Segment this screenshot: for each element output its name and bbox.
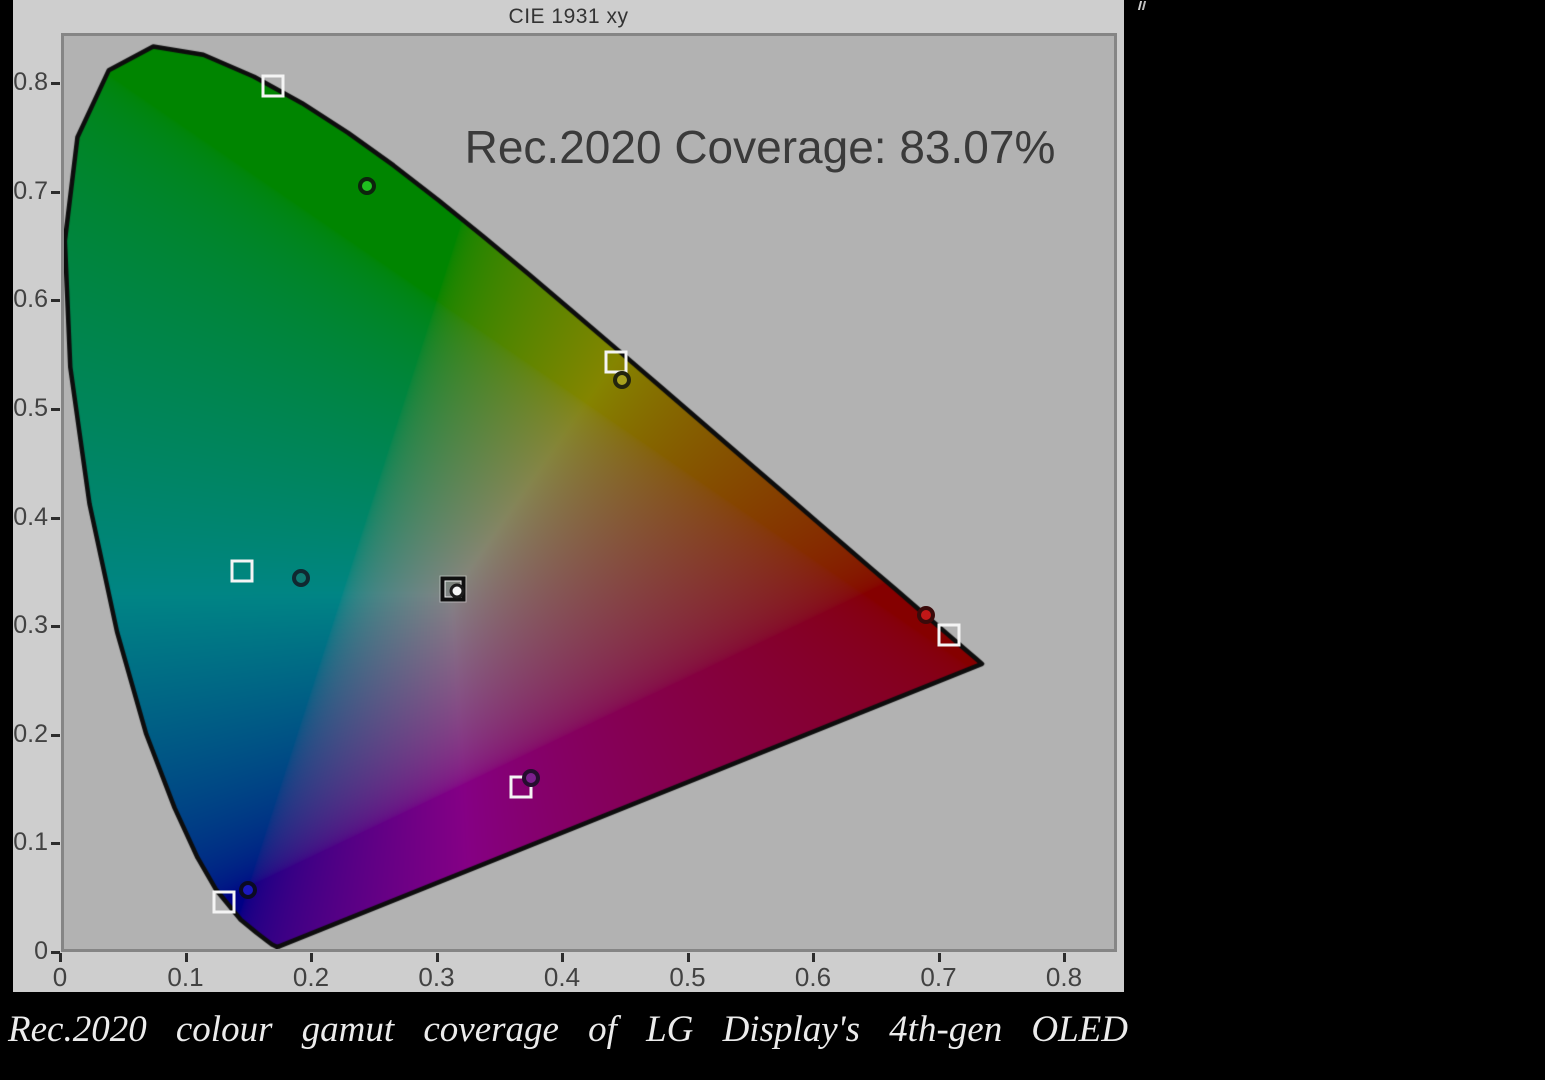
x-tick xyxy=(812,953,815,962)
y-tick xyxy=(51,190,60,194)
plot-area xyxy=(61,33,1117,952)
y-tick xyxy=(51,625,60,629)
y-tick xyxy=(51,82,60,86)
x-tick-label: 0.1 xyxy=(167,962,204,992)
video-artifact-mark xyxy=(1137,1,1143,10)
x-tick xyxy=(1063,953,1066,962)
y-tick xyxy=(51,733,60,737)
y-tick-label: 0 xyxy=(34,937,48,965)
y-tick-label: 0.6 xyxy=(13,285,48,314)
x-tick xyxy=(184,953,188,962)
y-tick-label: 0.8 xyxy=(13,68,48,97)
x-tick xyxy=(310,953,313,962)
coverage-label: Rec.2020 Coverage: 83.07% xyxy=(464,121,1056,173)
y-tick xyxy=(51,842,60,846)
x-tick-label: 0.8 xyxy=(1045,962,1083,992)
x-tick xyxy=(686,953,690,962)
y-tick-label: 0.4 xyxy=(13,502,48,531)
chart-title: CIE 1931 xy xyxy=(508,5,629,28)
x-tick xyxy=(937,953,941,962)
y-tick-label: 0.1 xyxy=(13,828,48,857)
x-tick-label: 0.5 xyxy=(669,962,706,992)
measurement-dot-red xyxy=(916,606,935,625)
y-tick-label: 0.3 xyxy=(13,611,48,640)
target-marker-blue xyxy=(212,890,236,914)
x-tick-label: 0.4 xyxy=(543,962,581,992)
measurement-dot-green xyxy=(358,177,377,196)
x-tick-label: 0.2 xyxy=(292,962,330,992)
y-tick xyxy=(51,299,60,303)
x-tick-label: 0 xyxy=(52,962,68,992)
measurement-dot-white xyxy=(449,583,465,599)
caption: Rec.2020 colour gamut coverage of LG Dis… xyxy=(8,1009,1128,1050)
x-tick xyxy=(435,953,439,962)
target-marker-cyan xyxy=(230,559,254,583)
x-tick-label: 0.3 xyxy=(418,962,455,992)
cie-diagram-canvas xyxy=(64,36,1114,949)
y-tick-label: 0.7 xyxy=(13,176,48,205)
target-marker-green xyxy=(261,74,285,98)
x-tick-label: 0.6 xyxy=(794,962,832,992)
measurement-dot-yellow xyxy=(613,370,632,389)
measurement-dot-cyan xyxy=(291,569,310,588)
measurement-dot-magenta xyxy=(521,769,540,788)
y-tick xyxy=(51,951,60,954)
y-tick-label: 0.5 xyxy=(13,394,48,422)
y-tick-label: 0.2 xyxy=(13,719,48,748)
x-tick-label: 0.7 xyxy=(920,962,957,992)
measurement-dot-blue xyxy=(239,881,258,900)
x-tick xyxy=(561,953,564,962)
x-tick xyxy=(59,953,62,962)
target-marker-red xyxy=(937,623,961,647)
y-tick xyxy=(51,516,60,520)
y-tick xyxy=(51,408,60,411)
